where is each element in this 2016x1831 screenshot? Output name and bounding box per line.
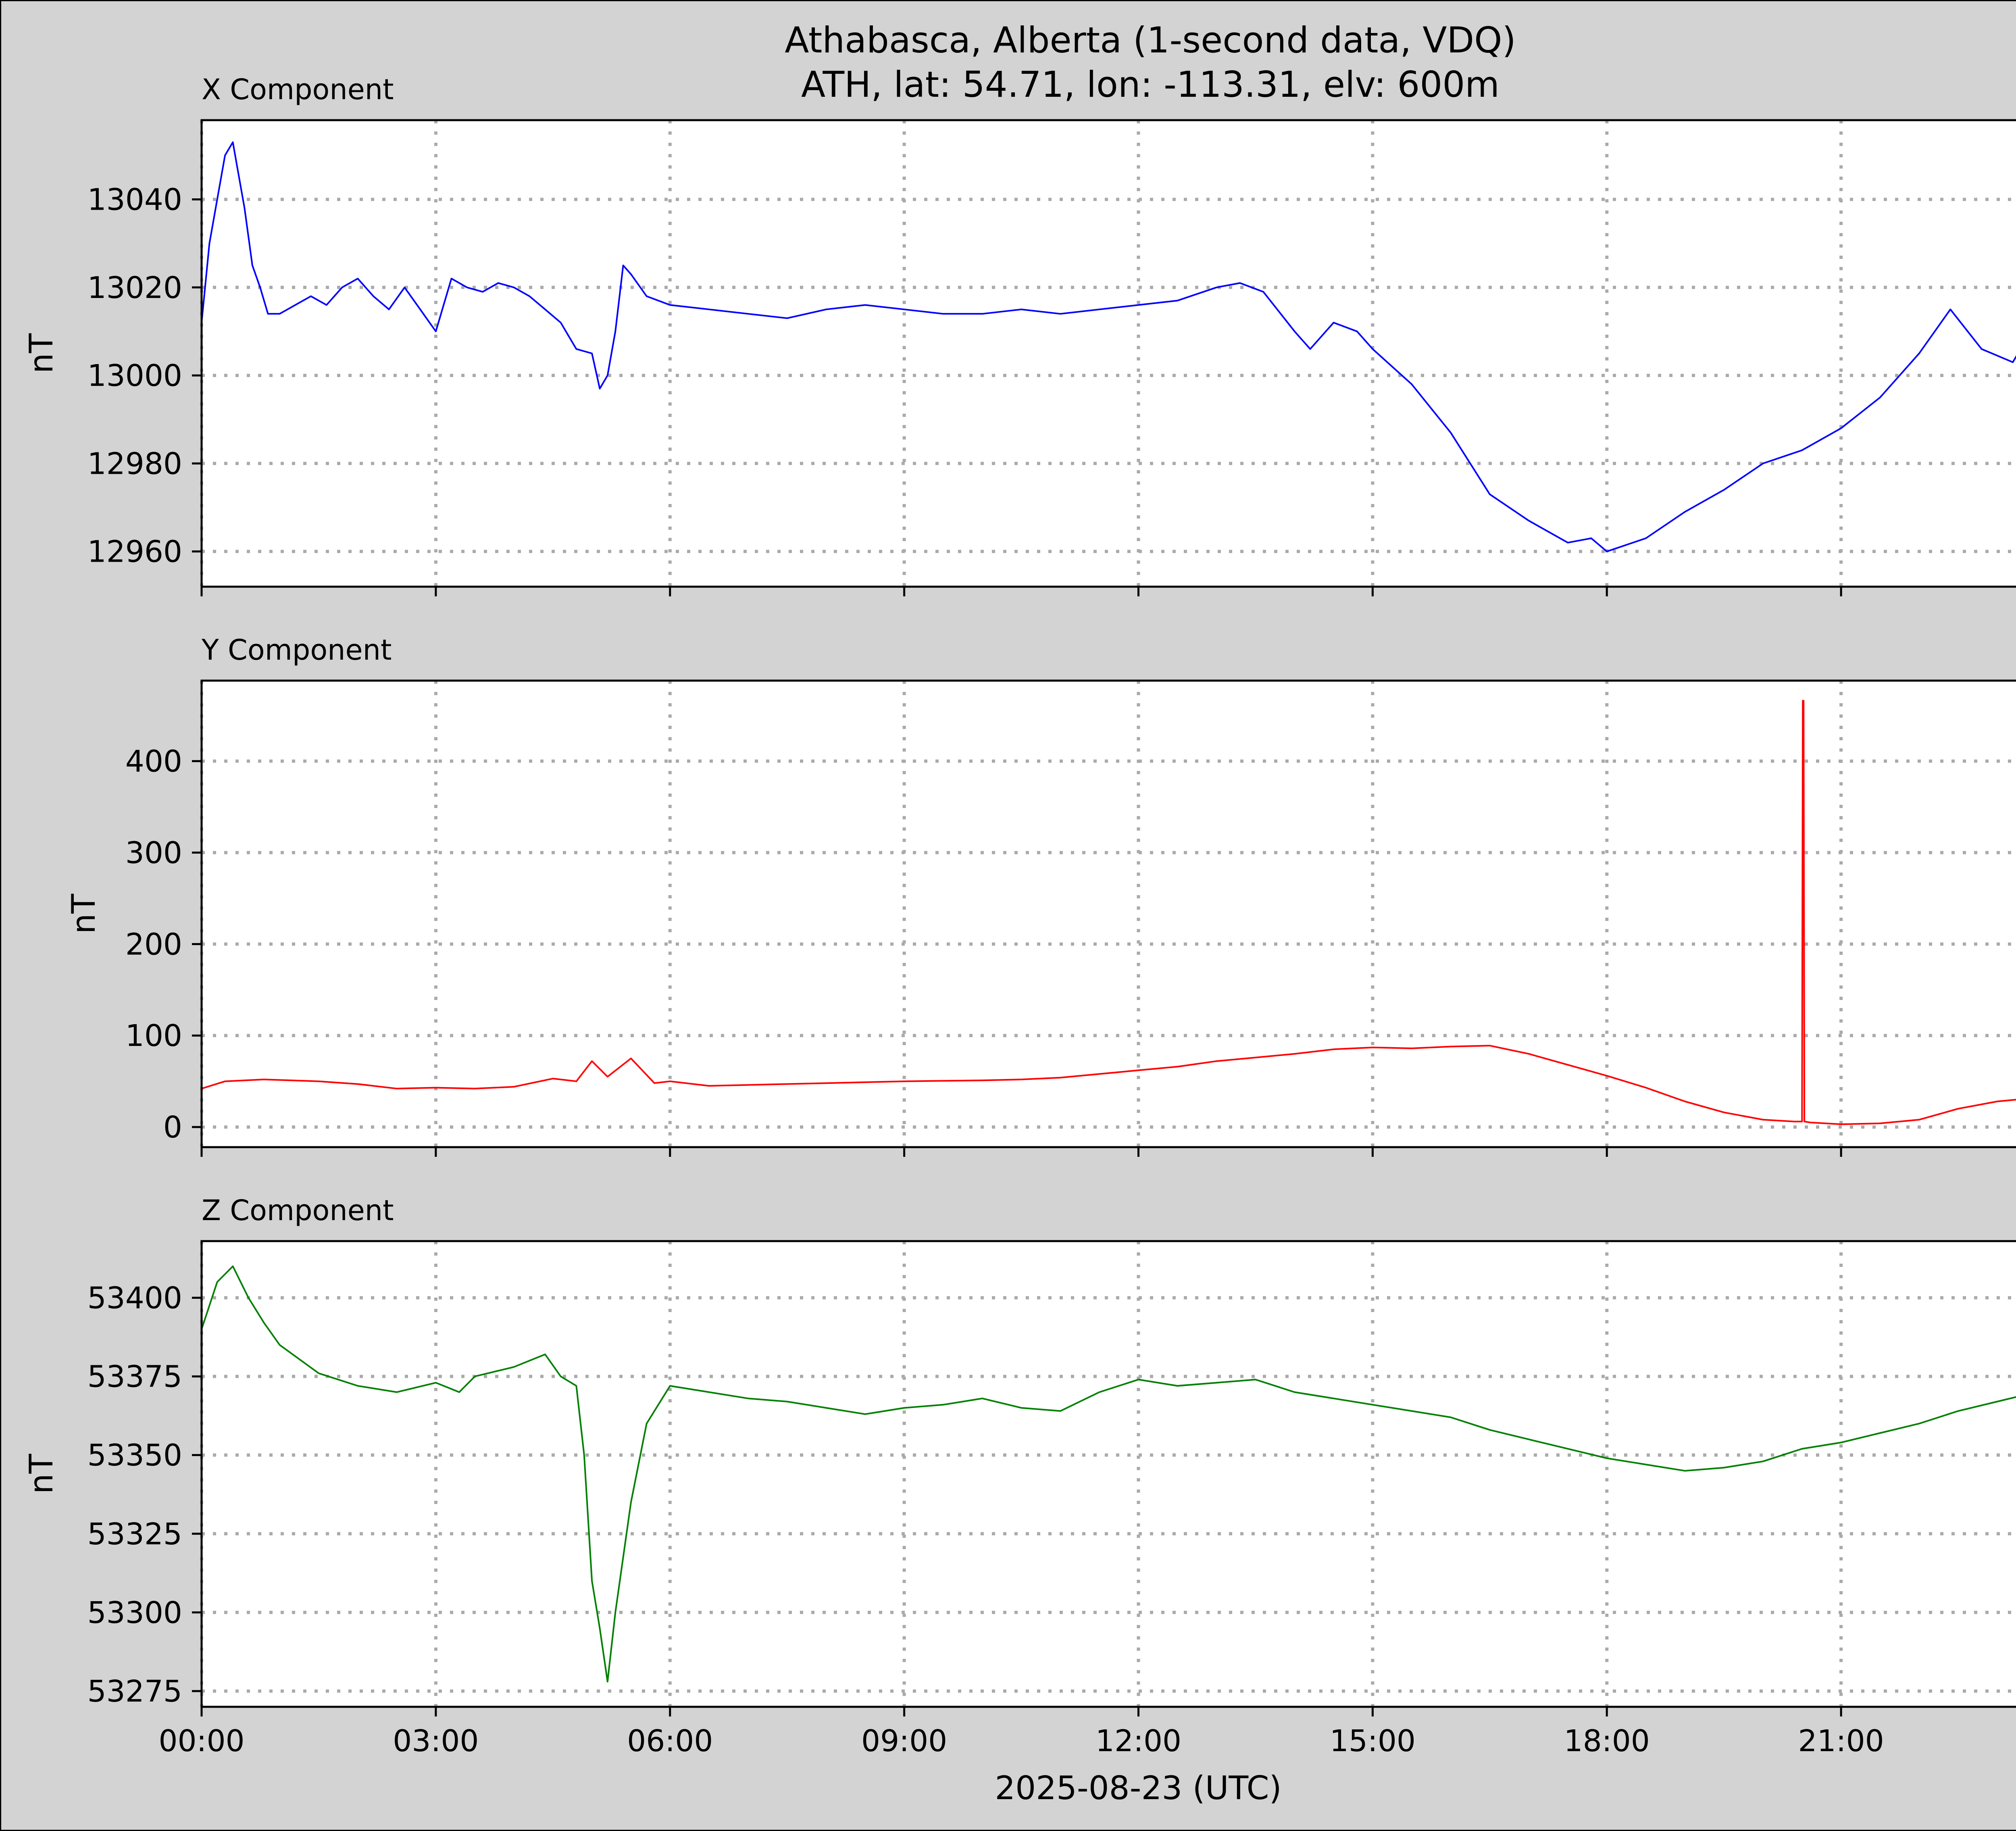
x-tick-label: 03:00 (393, 1724, 479, 1758)
plot-frame (200, 1240, 2016, 1708)
plot-area (202, 681, 2016, 1147)
y-tick-label: 13000 (87, 358, 182, 393)
y-tick-label: 0 (163, 1110, 182, 1145)
panel-title: Z Component (202, 1194, 394, 1227)
y-tick-label: 53375 (87, 1360, 182, 1394)
x-tick-label: 12:00 (1095, 1724, 1181, 1758)
y-axis-label: nT (65, 894, 102, 934)
plot-frame (200, 119, 2016, 588)
panel-title: Y Component (201, 633, 392, 667)
x-tick-label: 18:00 (1564, 1724, 1650, 1758)
x-axis-label: 2025-08-23 (UTC) (995, 1769, 1281, 1807)
plot-area (202, 1241, 2016, 1707)
y-tick-label: 400 (125, 744, 182, 779)
y-axis-label: nT (23, 333, 60, 374)
series-line (201, 141, 2016, 552)
x-tick-label: 00:00 (158, 1724, 244, 1758)
panels-group: X Component1296012980130001302013040nTY … (23, 73, 2016, 1758)
y-tick-label: 53275 (87, 1674, 182, 1709)
y-tick-label: 53325 (87, 1517, 182, 1552)
y-tick-label: 200 (125, 927, 182, 962)
chart-title: Athabasca, Alberta (1-second data, VDQ) (785, 19, 1516, 61)
y-tick-label: 100 (125, 1019, 182, 1053)
y-tick-label: 13020 (87, 271, 182, 305)
y-tick-label: 13040 (87, 182, 182, 217)
x-tick-label: 15:00 (1330, 1724, 1416, 1758)
panel-3: Z Component 00:00 03:00 06:00 09:00 12:00 15:0… (23, 1194, 2016, 1758)
y-tick-label: 300 (125, 836, 182, 871)
plot-area (202, 120, 2016, 587)
y-axis-label: nT (23, 1454, 60, 1494)
plot-frame (200, 679, 2016, 1148)
y-tick-label: 12960 (87, 535, 182, 569)
y-tick-label: 12980 (87, 446, 182, 481)
panel-2: Y Component 0 100 200 300 400 nT (65, 633, 2016, 1157)
x-tick-label: 09:00 (861, 1724, 947, 1758)
series-line (201, 1265, 2016, 1683)
panel-1: X Component 12960 12980 13000 13020 13040 nT (23, 73, 2016, 596)
panel-title: X Component (202, 73, 394, 106)
y-tick-label: 53400 (87, 1281, 182, 1315)
x-tick-label: 21:00 (1798, 1724, 1884, 1758)
series-line (201, 700, 2016, 1125)
chart-subtitle: ATH, lat: 54.71, lon: -113.31, elv: 600m (801, 64, 1500, 105)
y-tick-label: 53300 (87, 1596, 182, 1630)
y-tick-label: 53350 (87, 1438, 182, 1473)
x-tick-label: 06:00 (627, 1724, 713, 1758)
